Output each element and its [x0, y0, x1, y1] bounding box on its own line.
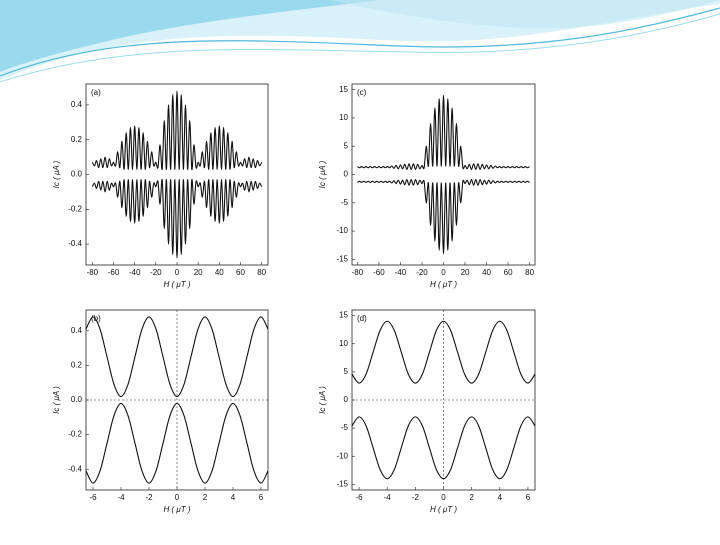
- x-tick-label: -2: [145, 493, 153, 502]
- x-tick-label: 80: [525, 268, 534, 277]
- x-tick-label: 0: [175, 493, 180, 502]
- y-tick-label: 0.0: [71, 170, 83, 179]
- y-tick-label: -15: [336, 479, 348, 488]
- chart-panel: -80 -60 -40 -20 0 20 40 60 80 -15 -10 -5 0 5 10 15 (c) H …: [318, 83, 536, 289]
- y-tick-label: 0.0: [71, 395, 83, 404]
- y-tick-label: 0.4: [71, 326, 83, 335]
- x-tick-label: -4: [384, 493, 392, 502]
- x-tick-label: -80: [352, 268, 364, 277]
- y-axis-label: Ic ( μA ): [52, 160, 61, 188]
- chart-panel: -80 -60 -40 -20 0 20 40 60 80 -0.4 -0.2 0.0 0.2 0.4 (a…: [52, 83, 269, 289]
- x-tick-label: 0: [175, 268, 180, 277]
- x-axis-label: H ( μT ): [430, 505, 457, 514]
- x-tick-label: 2: [469, 493, 474, 502]
- x-tick-label: 6: [259, 493, 264, 502]
- x-tick-label: -40: [395, 268, 407, 277]
- x-axis-label: H ( μT ): [430, 280, 457, 289]
- wave: [330, 0, 720, 29]
- data-line: [357, 94, 530, 170]
- x-tick-label: 60: [504, 268, 513, 277]
- x-tick-label: -6: [89, 493, 97, 502]
- x-axis-label: H ( μT ): [163, 505, 190, 514]
- y-tick-label: 10: [339, 113, 348, 122]
- chart-panel: -6 -4 -2 0 2 4 6 -15 -10 -5 0 5 10 15 (d) H ( μT ) Ic ( …: [318, 309, 536, 514]
- data-line: [357, 179, 530, 255]
- y-tick-label: 10: [339, 339, 348, 348]
- x-tick-label: 60: [236, 268, 245, 277]
- y-tick-label: 0: [344, 170, 349, 179]
- y-tick-label: -10: [336, 226, 348, 235]
- panel-label: (d): [357, 314, 367, 323]
- data-line: [85, 316, 269, 398]
- data-line: [351, 416, 536, 480]
- panel-label: (c): [357, 88, 367, 97]
- wave: [0, 0, 380, 72]
- x-tick-label: -20: [150, 268, 162, 277]
- panel-label: (a): [91, 88, 101, 97]
- wave-line: [0, 7, 720, 77]
- x-tick-label: 80: [257, 268, 266, 277]
- x-tick-label: -40: [129, 268, 141, 277]
- data-line: [351, 320, 536, 384]
- x-tick-label: 40: [215, 268, 224, 277]
- x-tick-label: -20: [416, 268, 428, 277]
- y-tick-label: 0.4: [71, 100, 83, 109]
- x-axis-label: H ( μT ): [163, 280, 190, 289]
- data-line: [85, 402, 269, 484]
- y-axis-label: Ic ( μA ): [318, 386, 327, 414]
- x-tick-label: 6: [526, 493, 531, 502]
- y-tick-label: 0.2: [71, 135, 83, 144]
- y-tick-label: 0: [344, 395, 349, 404]
- y-tick-label: 15: [339, 85, 348, 94]
- panel-label: (b): [91, 314, 101, 323]
- y-tick-label: 5: [344, 141, 349, 150]
- y-tick-label: -5: [341, 198, 349, 207]
- x-tick-label: 0: [441, 493, 446, 502]
- x-tick-label: -2: [412, 493, 420, 502]
- y-tick-label: -15: [336, 254, 348, 263]
- x-tick-label: 40: [482, 268, 491, 277]
- y-axis-label: Ic ( μA ): [318, 160, 327, 188]
- x-tick-label: -60: [373, 268, 385, 277]
- y-axis-label: Ic ( μA ): [52, 386, 61, 414]
- x-tick-label: -60: [108, 268, 120, 277]
- y-tick-label: -0.4: [68, 239, 82, 248]
- y-tick-label: -10: [336, 451, 348, 460]
- x-tick-label: 2: [203, 493, 208, 502]
- y-tick-label: -0.2: [68, 204, 82, 213]
- chart-panel: -6 -4 -2 0 2 4 6 -0.4 -0.2 0.0 0.2 0.4 (b) H ( μT ) Ic…: [52, 309, 269, 514]
- x-tick-label: 20: [461, 268, 470, 277]
- y-tick-label: 5: [344, 367, 349, 376]
- y-tick-label: 15: [339, 311, 348, 320]
- y-tick-label: -5: [341, 423, 349, 432]
- y-tick-label: -0.4: [68, 464, 82, 473]
- x-tick-label: -6: [355, 493, 363, 502]
- wave-line: [0, 13, 720, 83]
- header-decoration: [0, 0, 720, 83]
- x-tick-label: -80: [87, 268, 99, 277]
- x-tick-label: 20: [194, 268, 203, 277]
- x-tick-label: -4: [117, 493, 125, 502]
- data-line: [91, 90, 263, 170]
- y-tick-label: -0.2: [68, 430, 82, 439]
- x-tick-label: 4: [231, 493, 236, 502]
- data-line: [91, 179, 263, 259]
- x-tick-label: 4: [498, 493, 503, 502]
- y-tick-label: 0.2: [71, 360, 83, 369]
- x-tick-label: 0: [441, 268, 446, 277]
